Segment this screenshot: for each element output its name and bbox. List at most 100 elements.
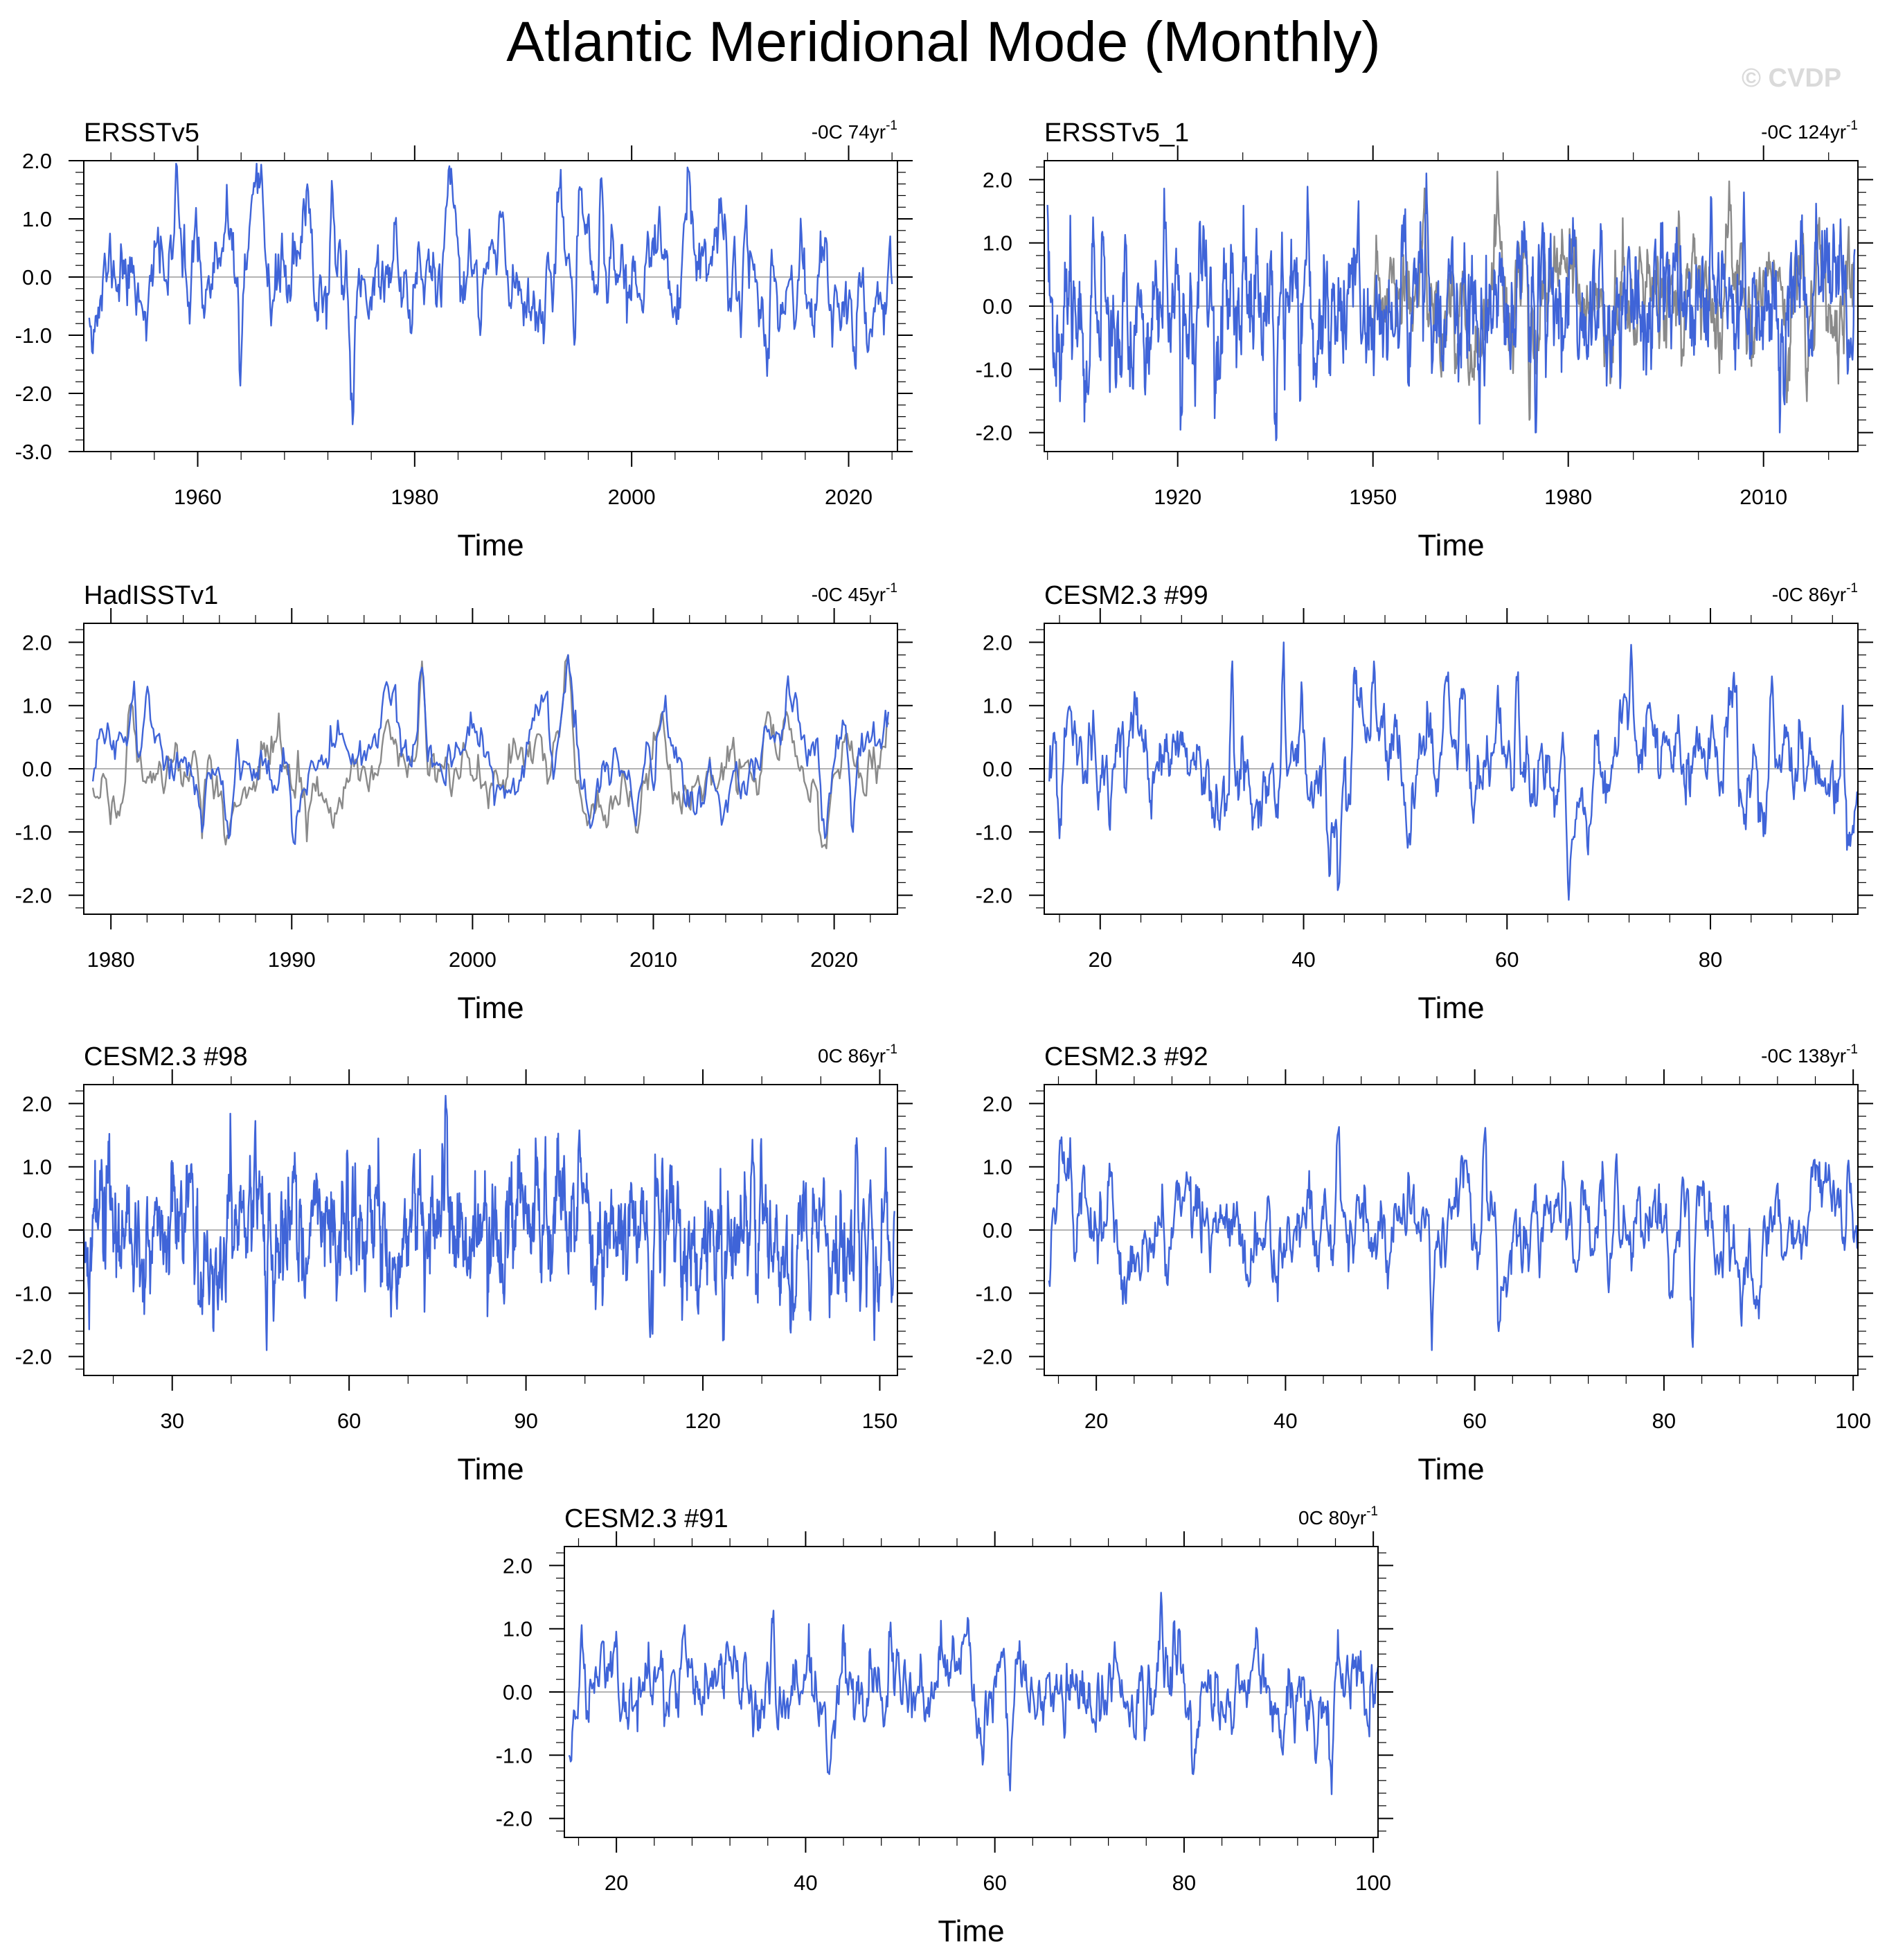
x-tick-label: 20 xyxy=(1089,947,1112,972)
y-tick-label: 0.0 xyxy=(22,757,52,781)
panel-stats: -0C 45yr-1 xyxy=(812,581,897,605)
y-tick-label: 2.0 xyxy=(983,630,1012,654)
panel-title: ERSSTv5 xyxy=(84,118,199,148)
y-tick-label: 0.0 xyxy=(983,1218,1012,1242)
y-tick-label: -2.0 xyxy=(976,421,1012,445)
y-tick-label: 0.0 xyxy=(22,1218,52,1242)
panel-title: CESM2.3 #98 xyxy=(84,1042,248,1071)
y-tick-label: 0.0 xyxy=(22,265,52,289)
y-tick-label: -2.0 xyxy=(15,884,52,908)
figure-title: Atlantic Meridional Mode (Monthly) xyxy=(506,10,1381,73)
x-tick-label: 2000 xyxy=(608,485,656,509)
x-axis-label: Time xyxy=(457,991,524,1025)
x-tick-label: 150 xyxy=(862,1409,898,1433)
x-tick-label: 1920 xyxy=(1154,485,1201,509)
x-tick-label: 20 xyxy=(1084,1409,1108,1433)
x-tick-label: 80 xyxy=(1172,1871,1196,1895)
chart-panel: CESM2.3 #98 0C 86yr-1 -2.0 -1.0 0.0 1.0 2.0 30 6… xyxy=(15,1042,913,1486)
y-tick-label: 0.0 xyxy=(983,294,1012,319)
panel-stats: 0C 80yr-1 xyxy=(1298,1504,1378,1529)
y-tick-label: -1.0 xyxy=(976,820,1012,844)
chart-panel: HadISSTv1 -0C 45yr-1 -2.0 -1.0 0.0 1.0 2.0 1980… xyxy=(15,581,913,1025)
y-tick-label: -1.0 xyxy=(15,1281,52,1306)
y-tick-label: 1.0 xyxy=(983,694,1012,718)
x-tick-label: 60 xyxy=(337,1409,361,1433)
panel-stats: 0C 86yr-1 xyxy=(818,1042,897,1067)
y-tick-label: -1.0 xyxy=(976,1281,1012,1306)
x-axis-label: Time xyxy=(457,528,524,562)
y-tick-label: 1.0 xyxy=(503,1617,533,1641)
x-tick-label: 20 xyxy=(605,1871,628,1895)
panel-stats: -0C 124yr-1 xyxy=(1761,118,1858,143)
chart-panel: CESM2.3 #91 0C 80yr-1 -2.0 -1.0 0.0 1.0 2.0 20 4… xyxy=(496,1504,1393,1948)
y-tick-label: -1.0 xyxy=(15,323,52,348)
x-tick-label: 1980 xyxy=(391,485,438,509)
y-tick-label: 2.0 xyxy=(22,149,52,173)
x-tick-label: 90 xyxy=(514,1409,537,1433)
panel-stats: -0C 138yr-1 xyxy=(1761,1042,1858,1067)
series-line xyxy=(91,654,890,850)
y-tick-label: 1.0 xyxy=(983,231,1012,256)
series-line xyxy=(88,163,893,425)
y-tick-label: 0.0 xyxy=(983,757,1012,781)
chart-panel: ERSSTv5 -0C 74yr-1 -3.0 -2.0 -1.0 0.0 1.0 2.0 19… xyxy=(15,118,913,562)
x-tick-label: 1980 xyxy=(1544,485,1592,509)
y-tick-label: 2.0 xyxy=(22,1092,52,1116)
panel-title: ERSSTv5_1 xyxy=(1044,118,1189,148)
x-tick-label: 60 xyxy=(1463,1409,1486,1433)
y-tick-label: -2.0 xyxy=(976,884,1012,908)
x-tick-label: 1950 xyxy=(1349,485,1397,509)
y-tick-label: -2.0 xyxy=(496,1807,533,1831)
y-tick-label: 1.0 xyxy=(22,1155,52,1179)
y-tick-label: -1.0 xyxy=(15,820,52,844)
y-tick-label: -2.0 xyxy=(15,382,52,406)
x-axis-label: Time xyxy=(1418,1452,1484,1486)
y-tick-label: -2.0 xyxy=(15,1345,52,1369)
chart-panel: ERSSTv5_1 -0C 124yr-1 -2.0 -1.0 0.0 1.0 2.0 192… xyxy=(976,118,1873,562)
x-tick-label: 60 xyxy=(983,1871,1006,1895)
x-tick-label: 2010 xyxy=(629,947,677,972)
y-tick-label: 2.0 xyxy=(503,1553,533,1578)
series-line xyxy=(568,1592,1379,1795)
y-tick-label: -1.0 xyxy=(496,1743,533,1767)
y-tick-label: 2.0 xyxy=(22,630,52,654)
y-tick-label: -2.0 xyxy=(976,1345,1012,1369)
y-tick-label: 1.0 xyxy=(22,694,52,718)
x-axis-label: Time xyxy=(938,1914,1004,1948)
panel-title: CESM2.3 #91 xyxy=(564,1504,728,1533)
x-tick-label: 30 xyxy=(160,1409,184,1433)
series-line xyxy=(1046,172,1856,441)
x-tick-label: 60 xyxy=(1495,947,1519,972)
cvdp-watermark: © CVDP xyxy=(1742,64,1842,93)
panel-stats: -0C 86yr-1 xyxy=(1772,581,1858,605)
x-tick-label: 1990 xyxy=(268,947,316,972)
x-tick-label: 120 xyxy=(685,1409,721,1433)
x-tick-label: 80 xyxy=(1652,1409,1676,1433)
x-axis-label: Time xyxy=(1418,528,1484,562)
x-tick-label: 40 xyxy=(794,1871,817,1895)
y-tick-label: 2.0 xyxy=(983,168,1012,192)
x-axis-label: Time xyxy=(1418,991,1484,1025)
x-axis-label: Time xyxy=(457,1452,524,1486)
y-tick-label: 1.0 xyxy=(22,207,52,231)
series-line xyxy=(1048,1126,1859,1351)
x-tick-label: 1980 xyxy=(87,947,135,972)
series-line xyxy=(82,1094,895,1351)
x-tick-label: 2000 xyxy=(449,947,497,972)
y-tick-label: -1.0 xyxy=(976,357,1012,382)
y-tick-label: 2.0 xyxy=(983,1092,1012,1116)
y-tick-label: 1.0 xyxy=(983,1155,1012,1179)
plot-frame xyxy=(83,160,898,452)
x-tick-label: 100 xyxy=(1835,1409,1871,1433)
chart-panel: CESM2.3 #99 -0C 86yr-1 -2.0 -1.0 0.0 1.0 2.0 20… xyxy=(976,581,1873,1025)
series-line xyxy=(91,654,890,845)
series-line xyxy=(1372,170,1856,421)
panel-title: HadISSTv1 xyxy=(84,581,218,610)
panel-title: CESM2.3 #99 xyxy=(1044,581,1208,610)
x-tick-label: 2010 xyxy=(1740,485,1787,509)
x-tick-label: 80 xyxy=(1699,947,1722,972)
chart-panel: CESM2.3 #92 -0C 138yr-1 -2.0 -1.0 0.0 1.0 2.0 2… xyxy=(976,1042,1873,1486)
x-tick-label: 2020 xyxy=(810,947,858,972)
panel-stats: -0C 74yr-1 xyxy=(812,118,897,143)
